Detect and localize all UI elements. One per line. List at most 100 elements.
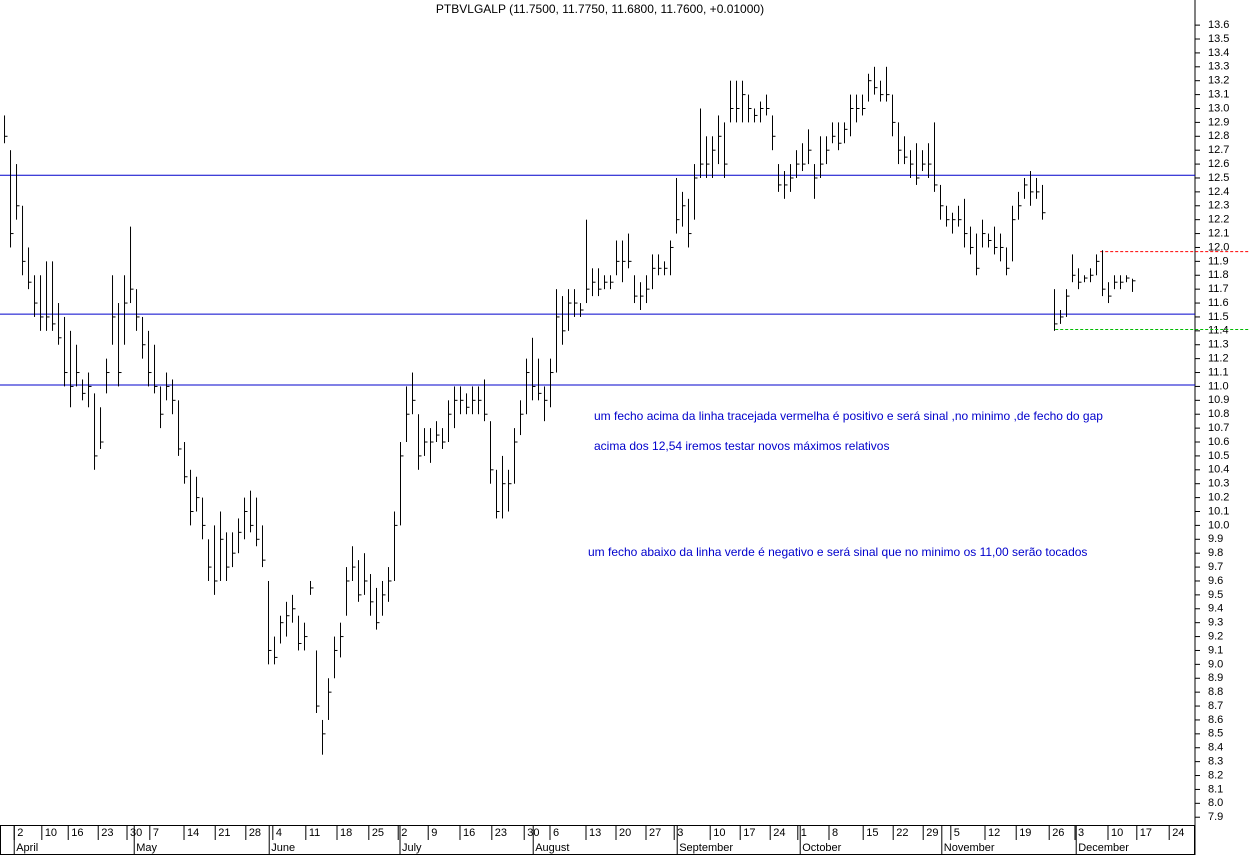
y-tick-label: 12.7 xyxy=(1208,144,1229,156)
y-tick-label: 8.5 xyxy=(1208,728,1223,740)
x-tick-label: 14 xyxy=(187,827,199,839)
y-tick-label: 10.5 xyxy=(1208,450,1229,462)
y-tick-label: 9.2 xyxy=(1208,630,1223,642)
y-tick-label: 13.4 xyxy=(1208,47,1229,59)
y-tick-label: 8.7 xyxy=(1208,700,1223,712)
y-tick-label: 9.3 xyxy=(1208,617,1223,629)
x-tick-label: 27 xyxy=(649,827,661,839)
x-tick-label: 17 xyxy=(743,827,755,839)
x-tick-label: 1 xyxy=(801,827,807,839)
x-tick-label: 3 xyxy=(677,827,683,839)
y-tick-label: 11.1 xyxy=(1208,366,1229,378)
month-label: May xyxy=(136,842,157,854)
y-tick-label: 13.6 xyxy=(1208,19,1229,31)
y-tick-label: 11.3 xyxy=(1208,339,1229,351)
x-tick-label: 8 xyxy=(832,827,838,839)
y-tick-label: 12.5 xyxy=(1208,172,1229,184)
y-tick-label: 11.0 xyxy=(1208,380,1229,392)
y-tick-label: 12.4 xyxy=(1208,186,1229,198)
y-tick-label: 10.3 xyxy=(1208,478,1229,490)
y-tick-label: 8.6 xyxy=(1208,714,1223,726)
y-tick-label: 12.6 xyxy=(1208,158,1229,170)
y-tick-label: 11.5 xyxy=(1208,311,1229,323)
y-tick-label: 10.2 xyxy=(1208,492,1229,504)
y-tick-label: 9.5 xyxy=(1208,589,1223,601)
x-tick-label: 23 xyxy=(495,827,507,839)
x-tick-label: 9 xyxy=(431,827,437,839)
x-tick-label: 2 xyxy=(401,827,407,839)
x-tick-label: 12 xyxy=(988,827,1000,839)
y-tick-label: 13.5 xyxy=(1208,33,1229,45)
y-tick-label: 8.4 xyxy=(1208,742,1223,754)
y-tick-label: 12.3 xyxy=(1208,200,1229,212)
annotation: um fecho acima da linha tracejada vermel… xyxy=(594,409,1103,423)
x-tick-label: 30 xyxy=(130,827,142,839)
y-tick-label: 11.6 xyxy=(1208,297,1229,309)
x-tick-label: 10 xyxy=(713,827,725,839)
y-tick-label: 9.4 xyxy=(1208,603,1223,615)
y-tick-label: 9.9 xyxy=(1208,533,1223,545)
x-tick-label: 13 xyxy=(589,827,601,839)
y-tick-label: 7.9 xyxy=(1208,811,1223,823)
y-tick-label: 11.8 xyxy=(1208,269,1229,281)
annotation: acima dos 12,54 iremos testar novos máxi… xyxy=(594,439,889,453)
month-label: November xyxy=(944,842,995,854)
y-tick-label: 9.8 xyxy=(1208,547,1223,559)
x-tick-label: 24 xyxy=(1172,827,1184,839)
y-tick-label: 8.9 xyxy=(1208,672,1223,684)
y-tick-label: 8.2 xyxy=(1208,769,1223,781)
y-tick-label: 8.8 xyxy=(1208,686,1223,698)
x-tick-label: 24 xyxy=(773,827,785,839)
month-label: October xyxy=(802,842,841,854)
y-tick-label: 10.0 xyxy=(1208,519,1229,531)
x-tick-label: 29 xyxy=(926,827,938,839)
x-tick-label: 16 xyxy=(463,827,475,839)
month-label: April xyxy=(16,842,38,854)
y-tick-label: 13.3 xyxy=(1208,61,1229,73)
y-tick-label: 9.6 xyxy=(1208,575,1223,587)
annotation: um fecho abaixo da linha verde é negativ… xyxy=(588,545,1087,559)
x-tick-label: 18 xyxy=(340,827,352,839)
y-tick-label: 10.8 xyxy=(1208,408,1229,420)
y-tick-label: 13.2 xyxy=(1208,75,1229,87)
y-tick-label: 10.1 xyxy=(1208,505,1229,517)
x-tick-label: 23 xyxy=(101,827,113,839)
y-tick-label: 13.0 xyxy=(1208,102,1229,114)
month-label: June xyxy=(271,842,295,854)
x-tick-label: 2 xyxy=(17,827,23,839)
x-tick-label: 10 xyxy=(1111,827,1123,839)
x-tick-label: 15 xyxy=(866,827,878,839)
x-tick-label: 6 xyxy=(553,827,559,839)
y-tick-label: 12.8 xyxy=(1208,130,1229,142)
y-tick-label: 10.9 xyxy=(1208,394,1229,406)
y-tick-label: 9.1 xyxy=(1208,644,1223,656)
chart-title: PTBVLGALP (11.7500, 11.7750, 11.6800, 11… xyxy=(436,2,764,16)
y-tick-label: 12.1 xyxy=(1208,227,1229,239)
x-tick-label: 4 xyxy=(276,827,282,839)
month-label: July xyxy=(402,842,422,854)
y-tick-label: 8.0 xyxy=(1208,797,1223,809)
y-tick-label: 8.1 xyxy=(1208,783,1223,795)
x-tick-label: 5 xyxy=(954,827,960,839)
x-tick-label: 28 xyxy=(249,827,261,839)
x-tick-label: 16 xyxy=(71,827,83,839)
y-tick-label: 12.2 xyxy=(1208,214,1229,226)
x-tick-label: 25 xyxy=(372,827,384,839)
y-tick-label: 11.9 xyxy=(1208,255,1229,267)
y-tick-label: 13.1 xyxy=(1208,89,1229,101)
y-tick-label: 11.4 xyxy=(1208,325,1229,337)
y-tick-label: 12.0 xyxy=(1208,241,1229,253)
y-tick-label: 12.9 xyxy=(1208,116,1229,128)
y-tick-label: 9.7 xyxy=(1208,561,1223,573)
x-tick-label: 10 xyxy=(45,827,57,839)
y-tick-label: 11.2 xyxy=(1208,353,1229,365)
y-tick-label: 10.7 xyxy=(1208,422,1229,434)
y-tick-label: 8.3 xyxy=(1208,756,1223,768)
x-tick-label: 26 xyxy=(1052,827,1064,839)
x-tick-label: 11 xyxy=(309,827,320,839)
x-tick-label: 3 xyxy=(1078,827,1084,839)
x-tick-label: 22 xyxy=(896,827,908,839)
x-tick-label: 17 xyxy=(1140,827,1152,839)
